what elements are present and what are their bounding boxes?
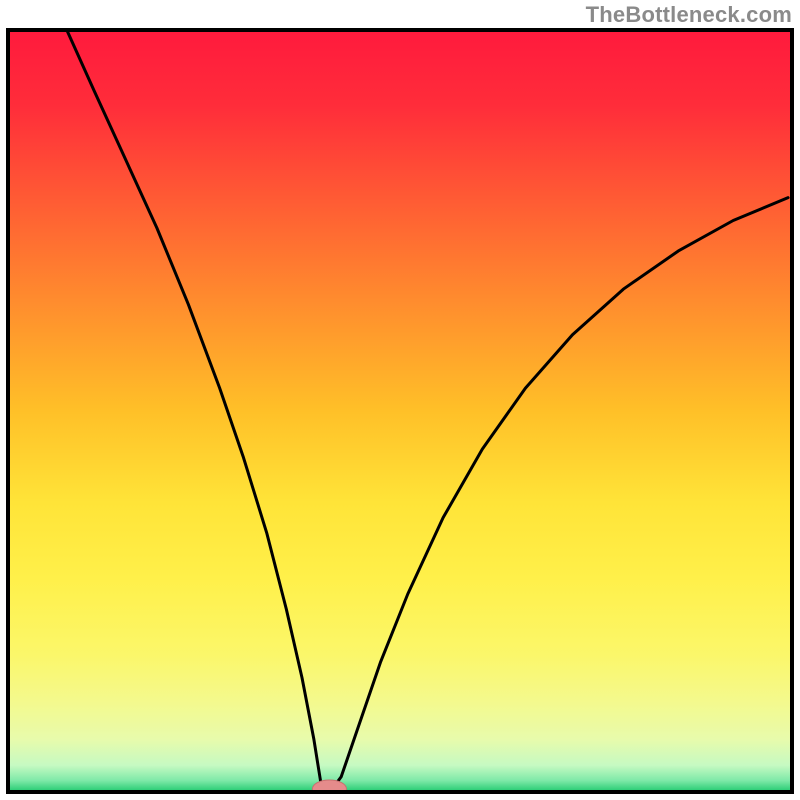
watermark-text: TheBottleneck.com: [586, 2, 792, 28]
minimum-marker: [312, 780, 346, 798]
bottleneck-chart: [0, 0, 800, 800]
gradient-background: [8, 30, 792, 792]
plot-area: [8, 30, 792, 798]
